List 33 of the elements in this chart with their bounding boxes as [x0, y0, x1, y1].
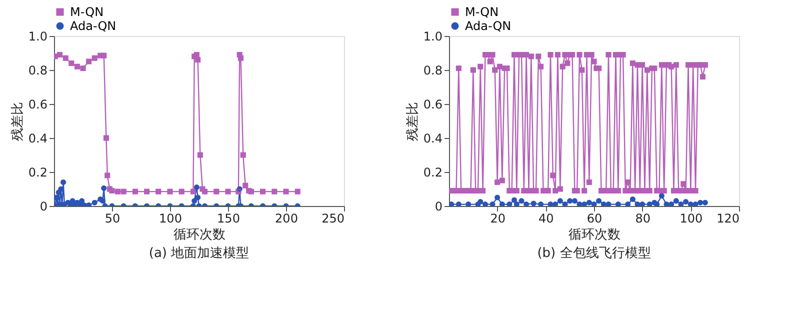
x-tick-label: 80 — [635, 212, 650, 226]
y-tick-label: 0.8 — [28, 64, 48, 78]
x-tick-label: 200 — [275, 212, 298, 226]
y-tick-label: 1.0 — [28, 30, 48, 44]
y-tick-label: 0.2 — [423, 166, 442, 180]
y-tick-label: 0 — [434, 200, 442, 214]
text: (a) 地面加速模型 — [148, 246, 250, 261]
x-tick-label: 250 — [322, 212, 344, 226]
y-tick-label: 0.4 — [28, 132, 48, 146]
x-tick-label: 150 — [217, 212, 240, 226]
x-tick-label: 120 — [716, 212, 740, 226]
text: (b) 全包线飞行模型 — [537, 246, 651, 261]
y-tick-label: 1.0 — [423, 30, 442, 44]
legend-label: M-QN — [70, 5, 104, 19]
x-tick-label: 40 — [538, 212, 554, 226]
x-tick-label: 50 — [104, 212, 120, 226]
y-axis-title: 残差比 — [10, 102, 26, 141]
y-tick-label: 0.8 — [423, 64, 442, 78]
x-tick-label: 60 — [586, 212, 602, 226]
y-tick-label: 0.2 — [28, 166, 48, 180]
x-tick-label: 100 — [159, 212, 182, 226]
legend-label: M-QN — [465, 5, 499, 19]
y-tick-label: 0.4 — [423, 132, 442, 146]
x-tick-label: 20 — [490, 212, 506, 226]
x-axis-title: 循环次数 — [174, 228, 226, 242]
legend-label: Ada-QN — [465, 19, 512, 33]
y-axis-title: 残差比 — [405, 102, 420, 141]
y-tick-label: 0 — [40, 200, 48, 214]
x-axis-title: 循环次数 — [568, 228, 620, 242]
x-tick-label: 100 — [680, 212, 703, 226]
y-tick-label: 0.6 — [28, 98, 48, 112]
y-tick-label: 0.6 — [423, 98, 442, 112]
legend-label: Ada-QN — [70, 19, 116, 33]
